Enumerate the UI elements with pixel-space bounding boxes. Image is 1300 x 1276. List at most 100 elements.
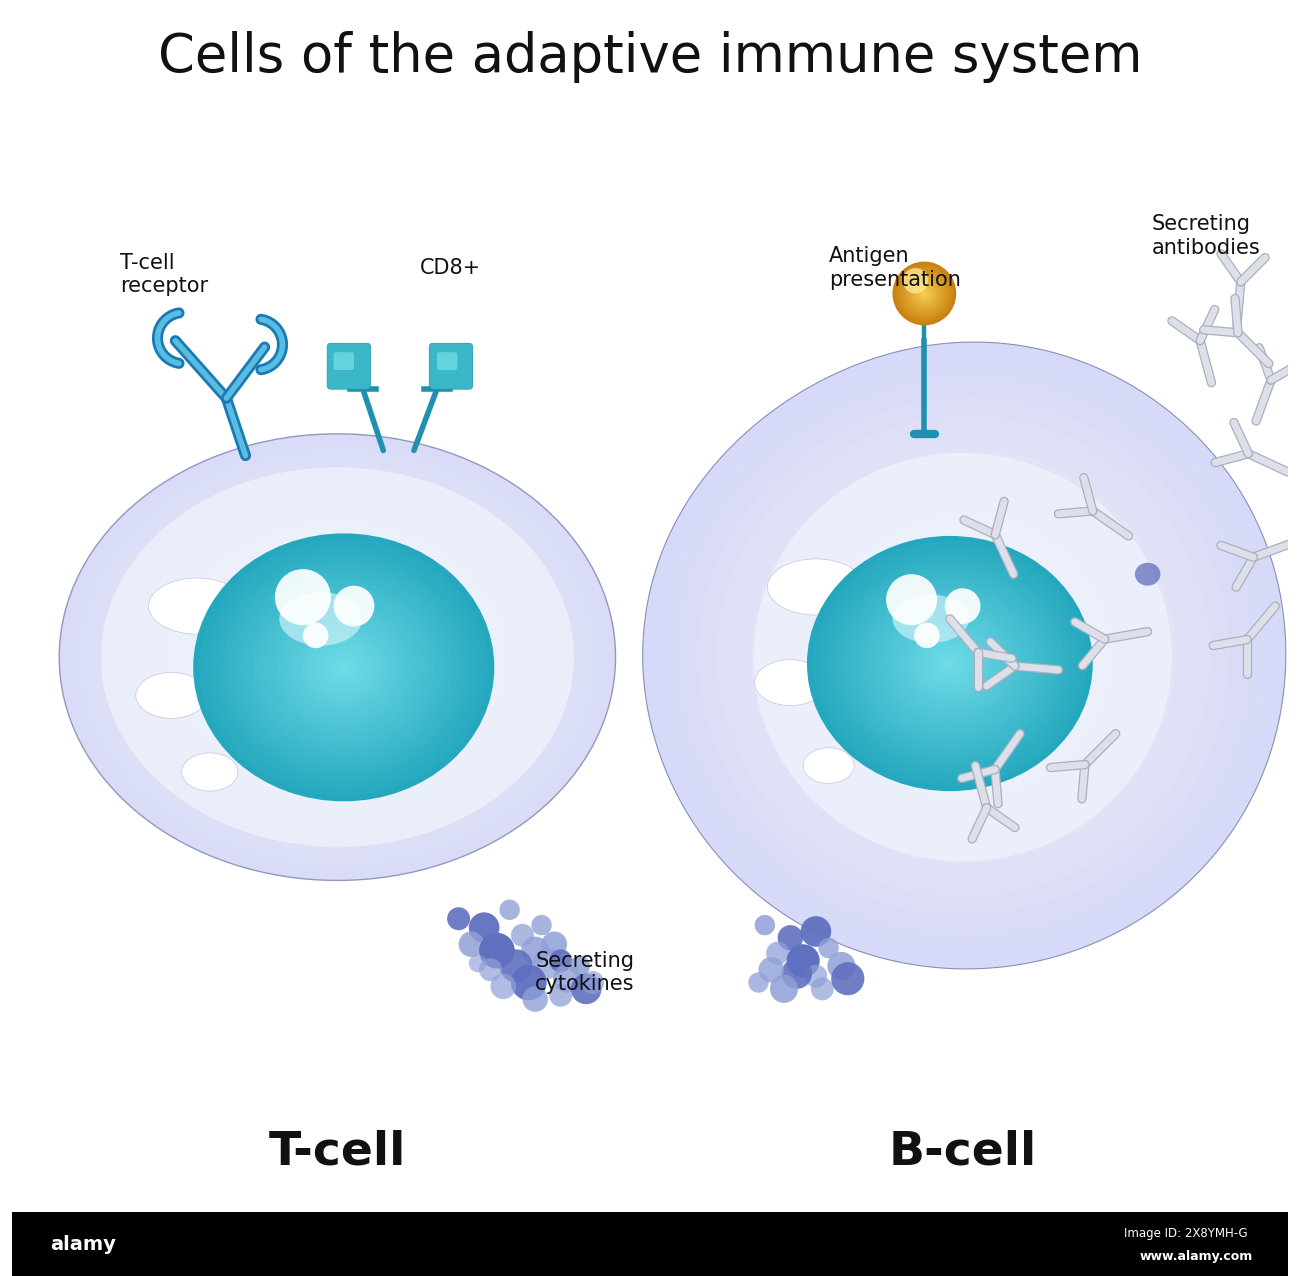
Ellipse shape [170, 523, 504, 791]
Ellipse shape [114, 478, 560, 836]
Ellipse shape [260, 595, 415, 720]
Ellipse shape [104, 470, 571, 845]
Ellipse shape [237, 577, 438, 738]
Circle shape [478, 933, 515, 968]
Text: www.alamy.com: www.alamy.com [1140, 1250, 1253, 1263]
Circle shape [569, 956, 590, 976]
Ellipse shape [148, 505, 527, 809]
Circle shape [915, 285, 933, 304]
Text: T-cell: T-cell [269, 1129, 406, 1175]
Ellipse shape [944, 658, 956, 669]
Ellipse shape [292, 621, 382, 693]
Polygon shape [922, 618, 1004, 697]
Circle shape [922, 291, 927, 297]
Ellipse shape [864, 587, 1036, 740]
Circle shape [909, 278, 940, 310]
Circle shape [532, 915, 551, 935]
Circle shape [334, 586, 374, 627]
Ellipse shape [922, 638, 979, 689]
Ellipse shape [248, 586, 426, 729]
Circle shape [754, 915, 775, 935]
FancyBboxPatch shape [437, 352, 458, 370]
Ellipse shape [807, 536, 1093, 791]
Text: Secreting
cytokines: Secreting cytokines [536, 951, 634, 994]
Ellipse shape [136, 496, 538, 818]
Ellipse shape [819, 546, 1082, 781]
Text: Antigen
presentation: Antigen presentation [828, 246, 961, 290]
Circle shape [896, 265, 953, 323]
Ellipse shape [315, 639, 360, 675]
Ellipse shape [887, 607, 1013, 720]
Circle shape [902, 272, 946, 316]
Polygon shape [833, 531, 1093, 783]
Circle shape [911, 281, 937, 306]
Circle shape [923, 292, 926, 295]
Polygon shape [893, 590, 1032, 725]
Ellipse shape [304, 630, 370, 684]
Polygon shape [936, 632, 989, 683]
Ellipse shape [313, 641, 374, 694]
Ellipse shape [767, 559, 865, 615]
Circle shape [894, 263, 954, 324]
Text: Cells of the adaptive immune system: Cells of the adaptive immune system [157, 32, 1143, 83]
Ellipse shape [1135, 563, 1161, 586]
Circle shape [523, 986, 547, 1012]
Ellipse shape [927, 643, 972, 684]
Ellipse shape [280, 592, 363, 646]
Text: alamy: alamy [51, 1235, 116, 1253]
Circle shape [811, 977, 833, 1000]
Ellipse shape [326, 651, 361, 684]
Ellipse shape [290, 619, 398, 716]
Circle shape [571, 974, 602, 1004]
Circle shape [303, 623, 329, 648]
Ellipse shape [277, 609, 410, 726]
Ellipse shape [903, 623, 996, 704]
Circle shape [914, 623, 940, 648]
Circle shape [887, 574, 937, 625]
Circle shape [490, 974, 516, 999]
Polygon shape [785, 482, 1141, 831]
Text: Image ID: 2X8YMH-G: Image ID: 2X8YMH-G [1124, 1228, 1248, 1240]
Ellipse shape [265, 597, 422, 738]
Ellipse shape [182, 532, 493, 782]
Circle shape [901, 269, 948, 318]
Circle shape [898, 268, 950, 319]
Ellipse shape [836, 561, 1065, 766]
FancyBboxPatch shape [429, 343, 473, 389]
Ellipse shape [282, 612, 393, 702]
Circle shape [469, 954, 486, 972]
Circle shape [499, 949, 533, 983]
Polygon shape [907, 604, 1018, 711]
Circle shape [910, 279, 939, 308]
Text: B-cell: B-cell [888, 1129, 1036, 1175]
Polygon shape [879, 575, 1046, 739]
Ellipse shape [754, 453, 1171, 861]
Polygon shape [849, 546, 1078, 768]
Polygon shape [864, 560, 1062, 753]
Circle shape [749, 972, 768, 993]
Circle shape [549, 949, 572, 972]
Ellipse shape [853, 577, 1046, 750]
Circle shape [478, 958, 502, 981]
Circle shape [469, 912, 499, 943]
Circle shape [916, 286, 932, 301]
Circle shape [827, 952, 855, 980]
FancyBboxPatch shape [328, 343, 370, 389]
Ellipse shape [242, 577, 446, 758]
Polygon shape [698, 397, 1230, 915]
Circle shape [511, 924, 534, 947]
Polygon shape [642, 342, 1286, 968]
Ellipse shape [326, 648, 348, 666]
Circle shape [781, 958, 812, 989]
Ellipse shape [60, 434, 615, 880]
Ellipse shape [224, 560, 464, 775]
Ellipse shape [199, 538, 489, 796]
Ellipse shape [148, 578, 246, 634]
Polygon shape [733, 433, 1193, 880]
Bar [12, 1212, 1288, 1276]
Circle shape [801, 916, 831, 947]
Ellipse shape [870, 592, 1030, 735]
Circle shape [499, 900, 520, 920]
Circle shape [511, 965, 546, 1000]
Ellipse shape [229, 565, 458, 769]
